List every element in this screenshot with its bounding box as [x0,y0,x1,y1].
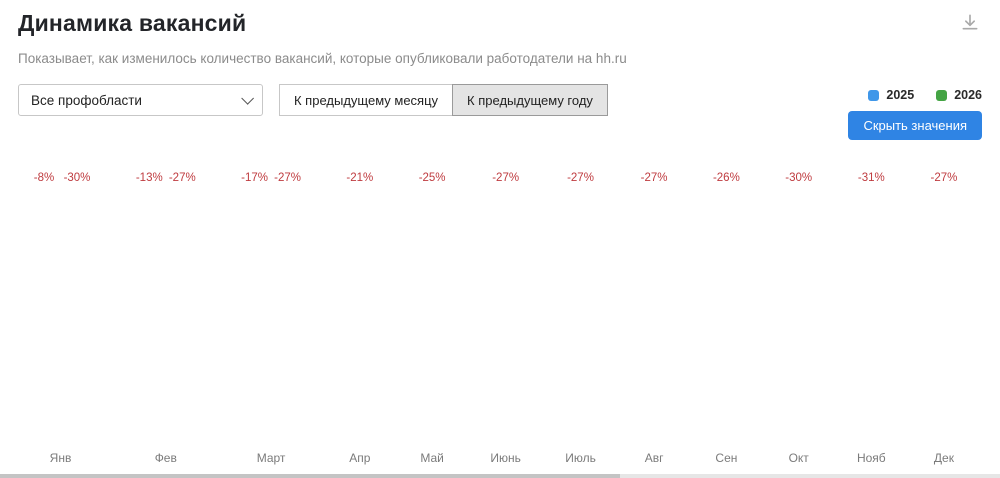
chevron-down-icon [241,91,254,105]
toggle-prev-year[interactable]: К предыдущему году [452,84,608,116]
bar-wrap: -26% [712,168,740,184]
bar-value-label: -17% [241,172,268,184]
bar-wrap: -21% [346,168,374,184]
month-group-Дек: -27% Дек [930,168,958,465]
bar-value-label: -8% [33,172,55,184]
bar-wrap: -8% [30,168,58,184]
bars-Май: -25% [418,168,446,445]
bar-wrap: -17% [241,168,269,184]
bar-wrap: -27% [567,168,595,184]
chart-legend: 2025 2026 [868,84,982,102]
bars-Март: -17% -27% [241,168,302,445]
bars-Дек: -27% [930,168,958,445]
month-group-Янв: -8% -30% Янв [30,168,91,465]
bar-value-label: -30% [63,172,91,184]
month-axis-label: Март [256,451,286,465]
right-controls: 2025 2026 Скрыть значения [848,84,982,140]
bars-Сен: -26% [712,168,740,445]
bar-value-label: -31% [857,172,885,184]
bar-wrap: -27% [930,168,958,184]
bar-wrap: -25% [418,168,446,184]
comparison-toggle-group: К предыдущему месяцу К предыдущему году [279,84,608,116]
bar-wrap: -27% [168,168,196,184]
bars-Июль: -27% [567,168,595,445]
bar-value-label: -27% [930,172,958,184]
legend-item-2026[interactable]: 2026 [936,88,982,102]
bars-Фев: -13% -27% [135,168,196,445]
month-axis-label: Май [420,451,444,465]
bar-wrap: -27% [274,168,302,184]
bar-wrap: -13% [135,168,163,184]
bars-Нояб: -31% [857,168,885,445]
legend-swatch [936,89,948,101]
month-group-Сен: -26% Сен [712,168,740,465]
bar-wrap: -30% [63,168,91,184]
bar-value-label: -13% [135,172,163,184]
month-group-Апр: -21% Апр [346,168,374,465]
bar-value-label: -27% [640,172,668,184]
month-axis-label: Июль [565,451,596,465]
legend-label: 2026 [954,88,982,102]
month-group-Июнь: -27% Июнь [490,168,521,465]
month-axis-label: Апр [349,451,371,465]
month-group-Фев: -13% -27% Фев [135,168,196,465]
bar-wrap: -27% [492,168,520,184]
header: Динамика вакансий [18,10,982,39]
vacancy-dynamics-chart: -8% -30% Янв -13% -27% Фев -17% -27% Март -21% Апр… [30,168,958,465]
month-group-Июль: -27% Июль [565,168,596,465]
hide-values-button[interactable]: Скрыть значения [848,111,982,140]
bars-Янв: -8% -30% [30,168,91,445]
month-axis-label: Авг [644,451,664,465]
month-axis-label: Нояб [856,451,886,465]
bars-Июнь: -27% [492,168,520,445]
month-axis-label: Фев [154,451,177,465]
bar-value-label: -27% [168,172,196,184]
bars-Апр: -21% [346,168,374,445]
month-group-Окт: -30% Окт [785,168,813,465]
month-axis-label: Дек [933,451,954,465]
horizontal-scrollbar[interactable] [0,474,1000,478]
bar-value-label: -21% [346,172,374,184]
month-axis-label: Июнь [490,451,521,465]
month-group-Май: -25% Май [418,168,446,465]
legend-label: 2025 [886,88,915,102]
month-axis-label: Окт [788,451,809,465]
download-icon[interactable] [958,10,982,39]
page-title: Динамика вакансий [18,10,247,36]
bars-Авг: -27% [640,168,668,445]
scrollbar-thumb[interactable] [0,474,620,478]
month-axis-label: Сен [715,451,738,465]
bar-value-label: -30% [785,172,813,184]
month-group-Март: -17% -27% Март [241,168,302,465]
bar-wrap: -30% [785,168,813,184]
bar-value-label: -27% [274,172,301,184]
page-subtitle: Показывает, как изменилось количество ва… [18,51,627,66]
month-axis-label: Янв [49,451,72,465]
legend-swatch [868,89,880,101]
profarea-dropdown-value: Все профобласти [31,92,142,108]
legend-item-2025[interactable]: 2025 [868,88,914,102]
month-group-Авг: -27% Авг [640,168,668,465]
bar-value-label: -27% [492,172,520,184]
month-group-Нояб: -31% Нояб [857,168,886,465]
bar-value-label: -25% [418,172,446,184]
bar-wrap: -31% [857,168,885,184]
toggle-prev-month[interactable]: К предыдущему месяцу [279,84,454,116]
profarea-dropdown[interactable]: Все профобласти [18,84,263,116]
bar-wrap: -27% [640,168,668,184]
bar-value-label: -26% [712,172,740,184]
bars-Окт: -30% [785,168,813,445]
controls-row: Все профобласти К предыдущему месяцу К пр… [18,84,982,140]
bar-value-label: -27% [567,172,594,184]
